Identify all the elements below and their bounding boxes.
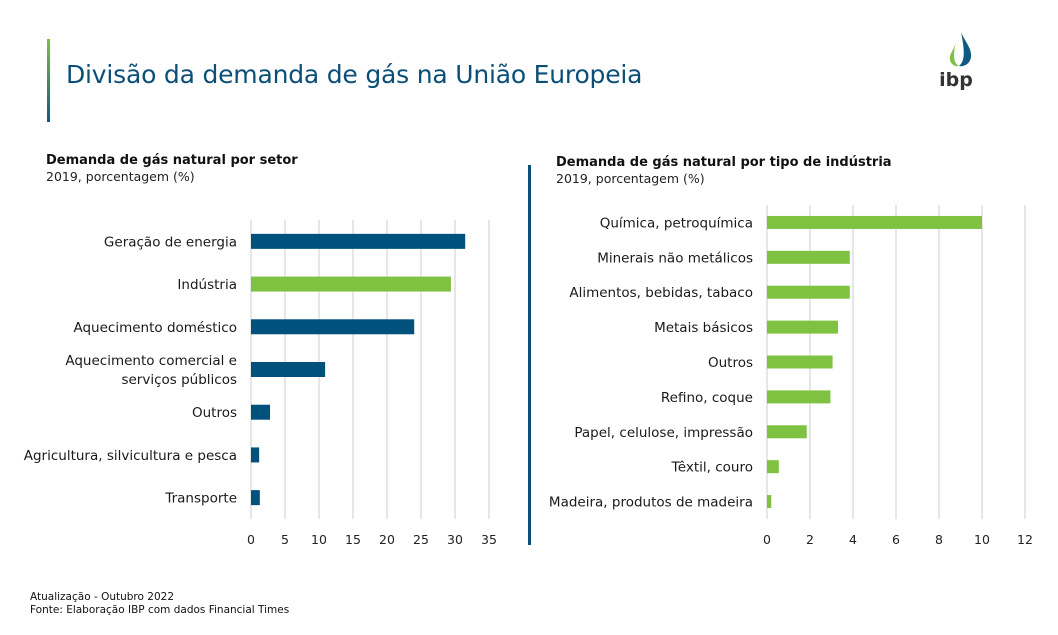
bar: [251, 362, 326, 377]
x-tick-label: 8: [935, 532, 943, 547]
bar: [251, 447, 260, 463]
bar: [251, 233, 466, 249]
industry-chart-title: Demanda de gás natural por tipo de indús…: [556, 155, 892, 170]
category-label: Papel, celulose, impressão: [574, 425, 753, 441]
ibp-logo: ibp: [939, 32, 973, 90]
category-label: Transporte: [164, 491, 237, 507]
bar: [767, 495, 772, 509]
category-label: Têxtil, couro: [670, 460, 753, 476]
category-label: Refino, coque: [661, 390, 753, 406]
x-tick-label: 35: [481, 532, 497, 547]
sector-chart-subtitle: 2019, porcentagem (%): [46, 169, 195, 184]
bar: [767, 250, 850, 264]
category-label: Minerais não metálicos: [597, 250, 753, 266]
x-tick-label: 30: [447, 532, 463, 547]
category-label: Madeira, produtos de madeira: [549, 495, 753, 511]
bar: [251, 490, 260, 506]
title-accent-bar: [47, 39, 50, 122]
x-tick-label: 0: [763, 532, 771, 547]
category-label: Química, petroquímica: [600, 215, 753, 231]
logo-text: ibp: [939, 69, 973, 90]
bar: [251, 404, 271, 420]
bar: [251, 276, 451, 292]
x-tick-label: 20: [379, 532, 395, 547]
category-label: Alimentos, bebidas, tabaco: [569, 285, 753, 301]
source-note: Fonte: Elaboração IBP com dados Financia…: [30, 604, 290, 616]
logo-drop-green-icon: [949, 42, 959, 67]
category-label: Agricultura, silvicultura e pesca: [24, 448, 237, 464]
category-label: serviços públicos: [121, 372, 237, 388]
category-label: Outros: [192, 405, 237, 421]
x-tick-label: 15: [345, 532, 361, 547]
sector-chart-title: Demanda de gás natural por setor: [46, 153, 298, 168]
industry-chart-subtitle: 2019, porcentagem (%): [556, 171, 705, 186]
bar: [767, 425, 807, 439]
x-tick-label: 0: [247, 532, 255, 547]
bar: [767, 355, 833, 369]
sector-chart-header: Demanda de gás natural por setor 2019, p…: [46, 153, 298, 184]
page-title: Divisão da demanda de gás na União Europ…: [66, 60, 643, 89]
logo-drop-blue-icon: [959, 32, 972, 67]
update-note: Atualização - Outubro 2022: [30, 591, 175, 603]
x-tick-label: 4: [849, 532, 857, 547]
category-label: Outros: [708, 355, 753, 371]
bar: [251, 319, 415, 335]
bar: [767, 285, 850, 299]
x-tick-label: 10: [311, 532, 327, 547]
footer: Atualização - Outubro 2022 Fonte: Elabor…: [30, 591, 289, 617]
category-label: Aquecimento doméstico: [73, 320, 237, 336]
bar: [767, 320, 838, 334]
industry-chart-header: Demanda de gás natural por tipo de indús…: [556, 155, 892, 186]
category-label: Aquecimento comercial e: [65, 353, 237, 369]
category-label: Indústria: [177, 277, 237, 293]
x-tick-label: 6: [892, 532, 900, 547]
x-tick-label: 12: [1017, 532, 1033, 547]
category-label: Geração de energia: [104, 234, 237, 250]
bar: [767, 215, 982, 229]
x-tick-label: 25: [413, 532, 429, 547]
bar: [767, 390, 831, 404]
x-tick-label: 2: [806, 532, 814, 547]
category-label: Metais básicos: [654, 320, 753, 336]
chart-separator: [528, 165, 531, 545]
x-tick-label: 10: [974, 532, 990, 547]
x-tick-label: 5: [281, 532, 289, 547]
bar: [767, 460, 779, 474]
